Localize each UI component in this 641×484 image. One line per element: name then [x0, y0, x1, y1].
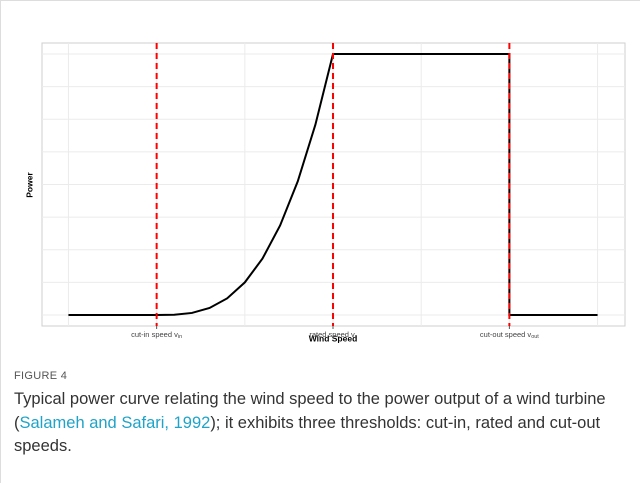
x-tick-label: rated speed vr — [309, 330, 356, 340]
caption-text: Typical power curve relating the wind sp… — [14, 390, 606, 432]
chart: Wind Speed Power cut-in speed vin rated s… — [24, 42, 626, 343]
x-tick-label: cut-in speed vin — [131, 330, 182, 340]
y-axis-label: Power — [24, 172, 34, 198]
caption-text: ); it exhibits three thresholds: cut-in,… — [14, 413, 601, 456]
x-tick-label-sub: r — [355, 334, 357, 340]
x-tick-label-sub: out — [531, 334, 539, 340]
power-curve — [68, 52, 598, 317]
citation-link[interactable]: Salameh and Safari, 1992 — [19, 413, 211, 432]
x-axis-label: Wind Speed — [309, 333, 358, 343]
x-tick-label: cut-out speed vout — [480, 330, 539, 340]
x-tick-label-text: cut-out speed v — [480, 330, 532, 339]
x-tick-label-text: cut-in speed v — [131, 330, 178, 339]
caption: Typical power curve relating the wind sp… — [14, 388, 614, 459]
x-tick-label-text: rated speed v — [309, 330, 355, 339]
figure-label: FIGURE 4 — [14, 370, 68, 382]
x-tick-label-sub: in — [178, 334, 182, 340]
